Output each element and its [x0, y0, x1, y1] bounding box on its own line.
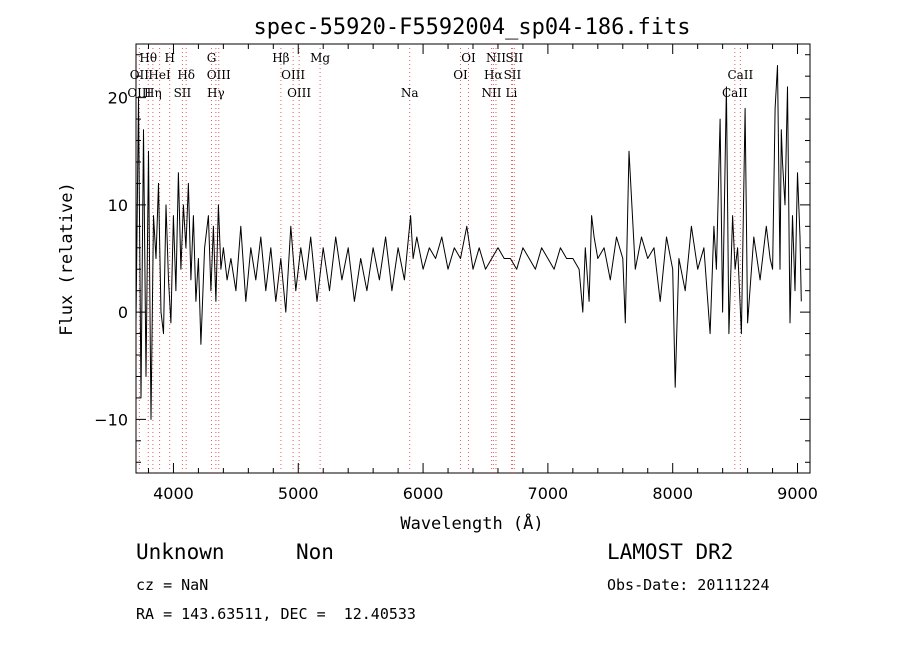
- line-marker-label: Hθ: [139, 51, 157, 65]
- line-marker-label: NII: [481, 86, 501, 100]
- line-marker-label: OIII: [287, 86, 311, 100]
- line-marker-label: OIII: [281, 68, 305, 82]
- line-marker-label: OIII: [127, 86, 151, 100]
- line-marker-label: Hβ: [272, 51, 289, 65]
- plot-frame: [135, 43, 811, 474]
- x-tick-label: 6000: [403, 484, 444, 503]
- chart-title: spec-55920-F5592004_sp04-186.fits: [253, 15, 690, 40]
- line-marker-label: SII: [504, 68, 522, 82]
- line-marker-label: OII: [130, 68, 150, 82]
- x-tick-label: 9000: [777, 484, 818, 503]
- x-tick-label: 7000: [528, 484, 569, 503]
- line-marker-label: OIII: [207, 68, 231, 82]
- emission-line-markers: [138, 44, 741, 473]
- survey-name: LAMOST DR2: [607, 540, 734, 564]
- line-marker-label: CaII: [722, 86, 748, 100]
- line-marker-label: Hη: [144, 86, 162, 100]
- x-axis-label: Wavelength (Å): [400, 512, 543, 534]
- spectrum-line: [135, 65, 802, 420]
- y-tick-label: 20: [108, 89, 128, 108]
- line-marker-label: Hγ: [207, 86, 225, 100]
- line-marker-label: Hα: [484, 68, 503, 82]
- x-tick-label: 5000: [278, 484, 319, 503]
- spectrum-series: [135, 65, 802, 420]
- y-tick-label: 0: [118, 303, 128, 322]
- line-marker-label: NII: [486, 51, 506, 65]
- line-marker-label: Na: [401, 86, 419, 100]
- x-tick-label: 8000: [652, 484, 693, 503]
- line-marker-label: CaII: [727, 68, 753, 82]
- y-tick-label: −10: [94, 410, 128, 429]
- redshift-cz: cz = NaN: [136, 576, 209, 594]
- line-marker-label: Mg: [310, 51, 330, 65]
- line-marker-label: H: [164, 51, 174, 65]
- line-marker-label: Li: [506, 86, 518, 100]
- line-marker-label: SII: [174, 86, 192, 100]
- line-marker-label: G: [207, 51, 217, 65]
- line-marker-label: SII: [505, 51, 523, 65]
- object-class: Unknown: [136, 540, 225, 564]
- y-tick-label: 10: [108, 196, 128, 215]
- object-subclass: Non: [296, 540, 334, 564]
- y-axis-label: Flux (relative): [57, 182, 77, 336]
- y-axis-ticks: −10 0 10 20: [94, 54, 810, 463]
- x-axis-ticks: 4000 5000 6000 7000 8000 9000: [147, 44, 818, 503]
- observation-date: Obs-Date: 20111224: [607, 576, 770, 594]
- x-tick-label: 4000: [153, 484, 194, 503]
- line-marker-label: HeI: [148, 68, 171, 82]
- line-marker-label: OI: [453, 68, 468, 82]
- line-marker-label: OI: [461, 51, 476, 65]
- ra-dec-coordinates: RA = 143.63511, DEC = 12.40533: [136, 605, 416, 623]
- line-marker-label: Hδ: [177, 68, 195, 82]
